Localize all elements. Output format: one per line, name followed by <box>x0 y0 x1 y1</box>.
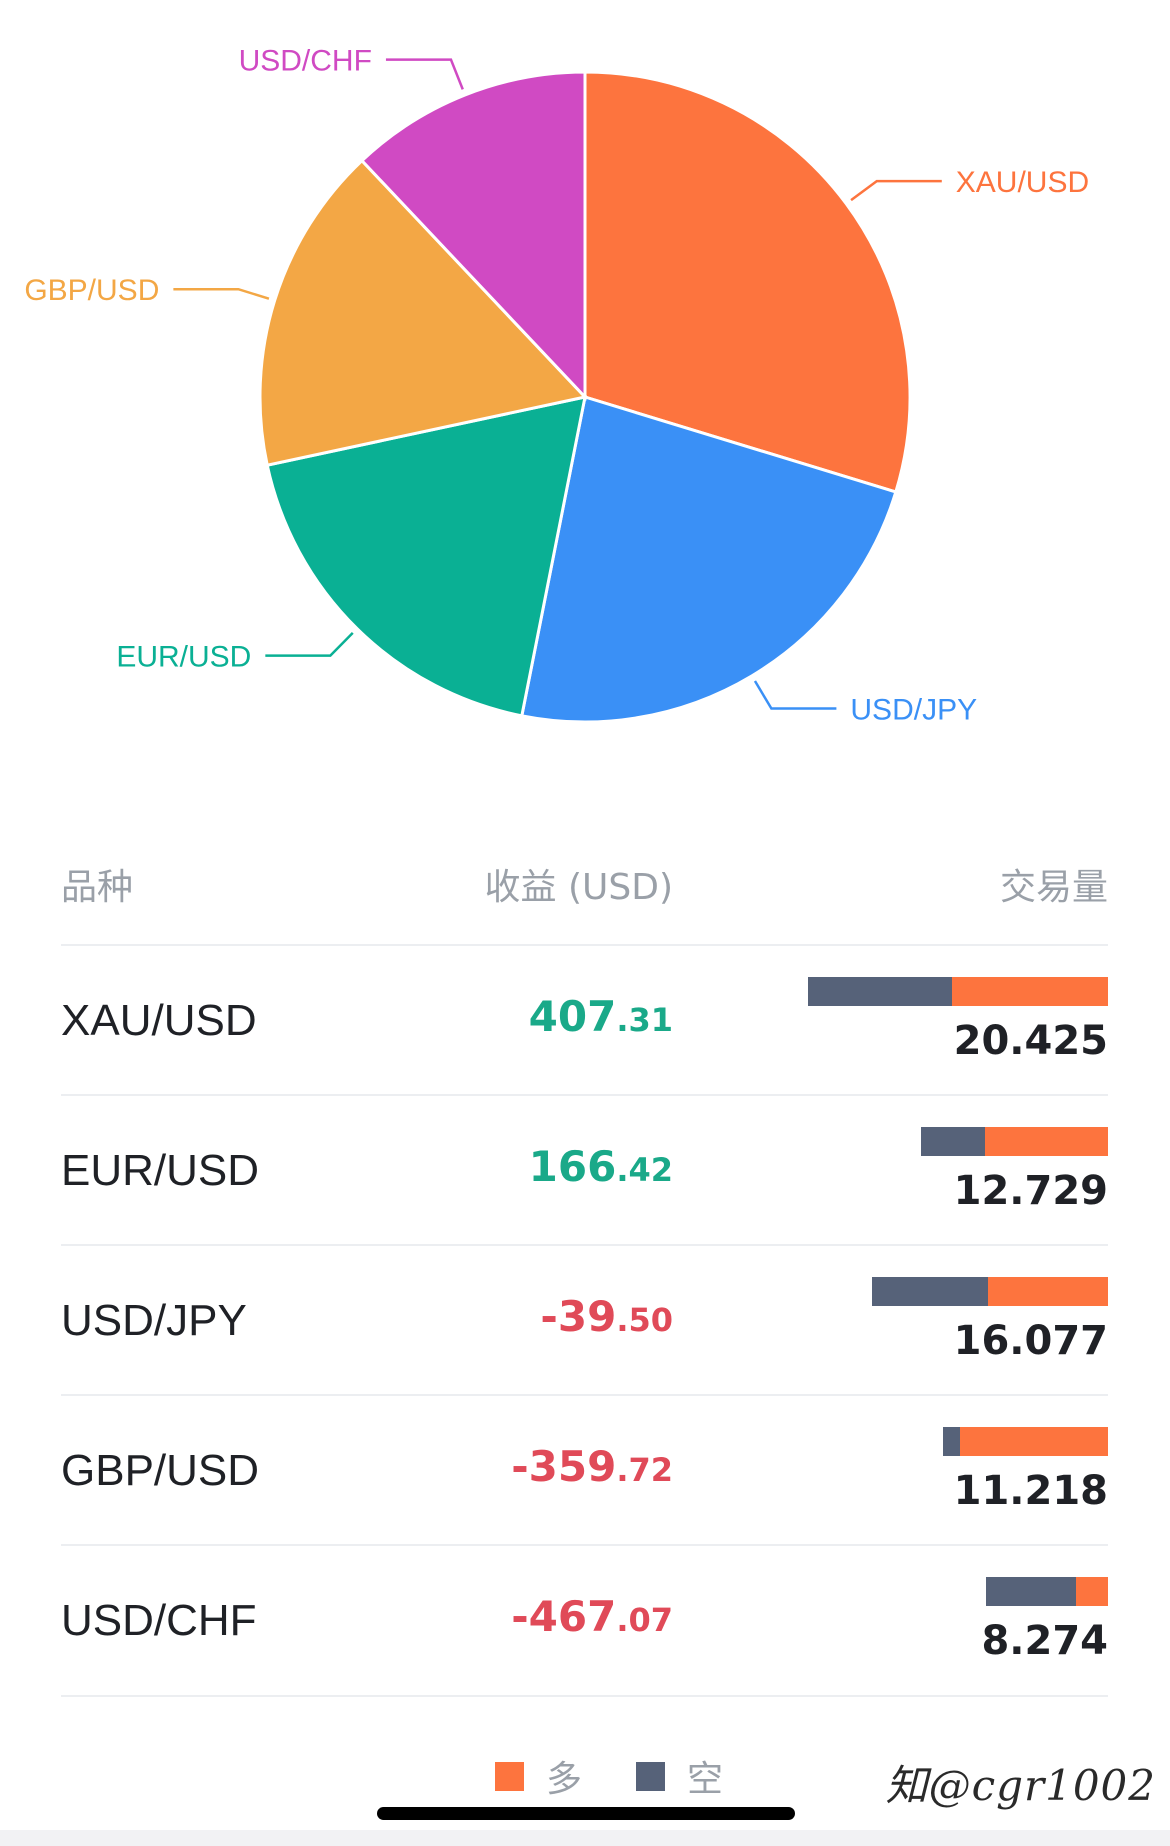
legend-label-long: 多 <box>546 1759 583 1800</box>
pie-slice-label: EUR/USD <box>116 641 251 674</box>
row-profit: 407.31 <box>529 992 673 1041</box>
row-symbol: GBP/USD <box>61 1446 260 1495</box>
volume-long-segment <box>985 1127 1108 1156</box>
row-profit: -39.50 <box>540 1292 673 1341</box>
table-row[interactable]: EUR/USD 166.42 12.729 <box>61 1094 1108 1246</box>
volume-bar <box>921 1127 1108 1156</box>
row-volume: 8.274 <box>981 1618 1108 1664</box>
row-profit: -359.72 <box>511 1442 673 1491</box>
profit-integer: -359 <box>511 1442 617 1491</box>
volume-bar <box>872 1277 1108 1306</box>
legend-label-short: 空 <box>687 1759 724 1800</box>
volume-long-segment <box>960 1427 1108 1456</box>
row-volume: 20.425 <box>953 1018 1108 1064</box>
profit-integer: -39 <box>540 1292 617 1341</box>
pie-leader-line <box>850 179 942 202</box>
bottom-strip <box>0 1830 1170 1846</box>
volume-short-segment <box>921 1127 985 1156</box>
row-volume: 12.729 <box>953 1168 1108 1214</box>
volume-long-segment <box>952 977 1108 1006</box>
header-symbol: 品种 <box>61 867 134 908</box>
pie-leader-line <box>173 287 270 300</box>
table-row[interactable]: GBP/USD -359.72 11.218 <box>61 1394 1108 1546</box>
profit-decimal: .72 <box>616 1451 673 1489</box>
table-bottom-divider <box>61 1695 1108 1697</box>
volume-long-segment <box>1076 1577 1108 1606</box>
legend: 多 空 <box>0 1750 1170 1800</box>
pie-slice[interactable] <box>520 395 898 724</box>
legend-item-short[interactable]: 空 <box>636 1750 723 1802</box>
table-row[interactable]: USD/JPY -39.50 16.077 <box>61 1244 1108 1396</box>
row-symbol: USD/JPY <box>61 1296 247 1345</box>
row-symbol: EUR/USD <box>61 1146 260 1195</box>
pie-slice[interactable] <box>359 70 587 401</box>
row-profit: 166.42 <box>529 1142 673 1191</box>
pie-slice-label: USD/CHF <box>239 45 372 78</box>
pie-leader-line <box>385 58 464 90</box>
profit-decimal: .50 <box>616 1301 673 1339</box>
pie-leader-line <box>265 631 354 657</box>
volume-bar <box>986 1577 1108 1606</box>
pie-slice[interactable] <box>265 395 587 718</box>
volume-long-segment <box>988 1277 1108 1306</box>
header-volume: 交易量 <box>999 867 1108 908</box>
pie-chart: XAU/USD USD/JPY EUR/USD GBP/USD USD/CHF <box>24 45 1089 727</box>
row-volume: 11.218 <box>953 1468 1108 1514</box>
profit-decimal: .42 <box>616 1151 673 1189</box>
table-row[interactable]: USD/CHF -467.07 8.274 <box>61 1544 1108 1696</box>
row-volume: 16.077 <box>953 1318 1108 1364</box>
volume-short-segment <box>943 1427 960 1456</box>
pie-slice[interactable] <box>258 158 588 467</box>
home-indicator[interactable] <box>377 1807 795 1820</box>
row-profit: -467.07 <box>511 1592 673 1641</box>
row-symbol: XAU/USD <box>61 996 257 1045</box>
short-swatch <box>636 1761 665 1791</box>
row-symbol: USD/CHF <box>61 1596 257 1645</box>
volume-short-segment <box>872 1277 988 1306</box>
table-row[interactable]: XAU/USD 407.31 20.425 <box>61 944 1108 1096</box>
pie-slice-label: GBP/USD <box>24 274 159 307</box>
profit-decimal: .31 <box>616 1001 673 1039</box>
pie-slice[interactable] <box>583 70 912 494</box>
legend-item-long[interactable]: 多 <box>495 1750 582 1802</box>
volume-short-segment <box>808 977 952 1006</box>
pie-leader-line <box>753 680 837 710</box>
volume-short-segment <box>986 1577 1076 1606</box>
header-profit: 收益 (USD) <box>484 867 673 908</box>
volume-bar <box>808 977 1108 1006</box>
pie-slice-label: XAU/USD <box>956 166 1089 199</box>
pie-slice-label: USD/JPY <box>850 693 977 726</box>
profit-integer: 407 <box>528 992 617 1041</box>
watermark: 知@cgr1002 <box>885 1761 1156 1810</box>
table-header: 品种 收益 (USD) 交易量 <box>61 840 1108 920</box>
volume-bar <box>943 1427 1108 1456</box>
profit-integer: -467 <box>511 1592 617 1641</box>
profit-decimal: .07 <box>616 1601 673 1639</box>
long-swatch <box>495 1761 524 1791</box>
profit-integer: 166 <box>528 1142 617 1191</box>
